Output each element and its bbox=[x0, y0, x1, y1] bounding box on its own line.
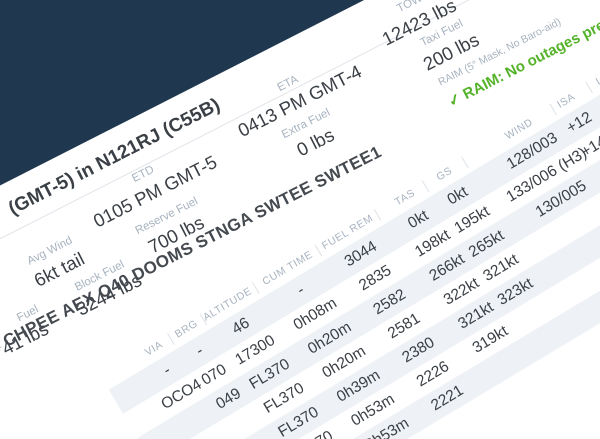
rotated-sheet: 10:11 AM Navlog KHOU to KPDK (GMT-5) in … bbox=[0, 0, 600, 439]
navlog-screen: 10:11 AM Navlog KHOU to KPDK (GMT-5) in … bbox=[0, 0, 600, 439]
